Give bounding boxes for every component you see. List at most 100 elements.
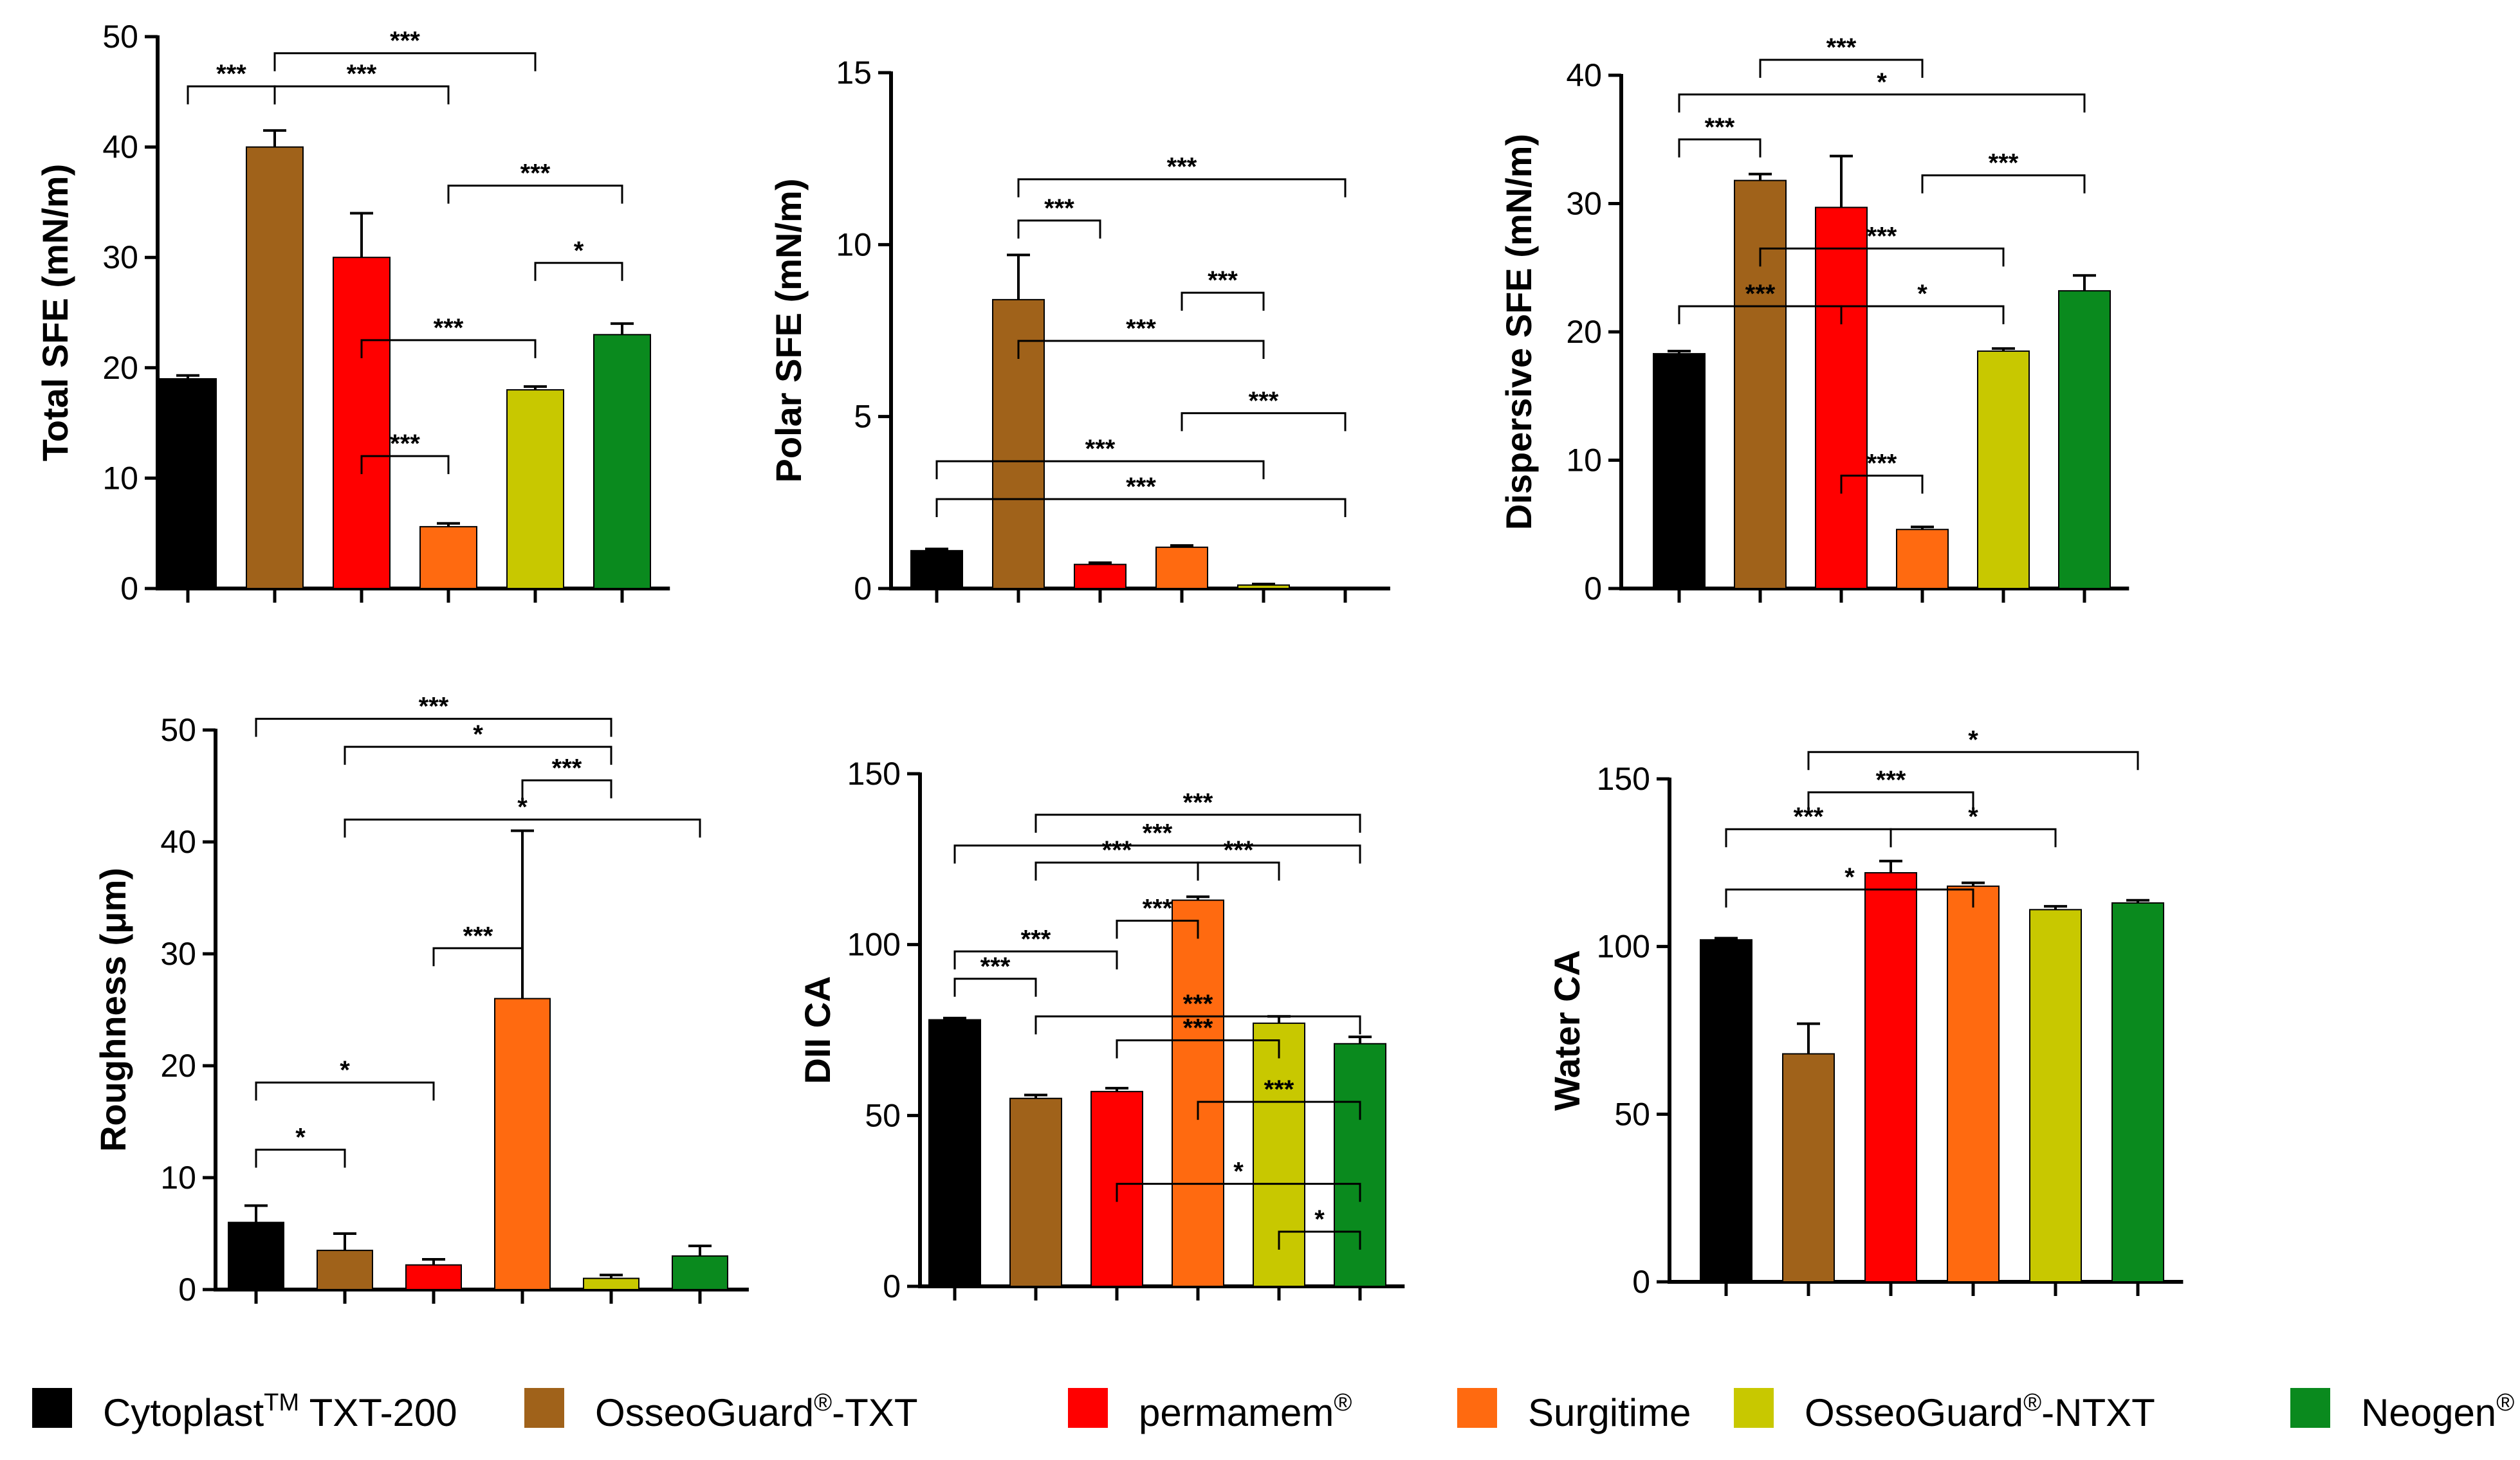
y-tick-label: 0: [178, 1272, 196, 1308]
significance-label: ***: [347, 60, 377, 88]
bar: [928, 1019, 981, 1288]
significance-bracket: [1017, 219, 1101, 239]
significance-bracket: [273, 85, 450, 105]
bar: [1734, 179, 1787, 589]
bar: [419, 525, 477, 589]
significance-label: ***: [1143, 894, 1173, 922]
significance-label: *: [1917, 280, 1927, 308]
significance-bracket: [1807, 791, 1974, 810]
significance-bracket: [432, 947, 524, 967]
y-tick-label: 0: [854, 570, 872, 607]
significance-bracket: [953, 844, 1361, 864]
significance-label: ***: [1705, 113, 1735, 141]
legend-label: Surgitime: [1528, 1391, 1691, 1434]
significance-bracket: [1678, 93, 2086, 113]
significance-label: ***: [1143, 819, 1173, 848]
significance-bracket: [255, 1081, 435, 1101]
y-axis-title: Water CA: [1547, 950, 1587, 1111]
bar: [246, 146, 304, 590]
bar: [317, 1250, 373, 1290]
significance-label: ***: [1102, 836, 1132, 864]
significance-label: ***: [216, 60, 246, 88]
significance-bracket: [1197, 1100, 1361, 1120]
significance-bracket: [344, 745, 612, 765]
significance-bracket: [953, 950, 1118, 970]
bar: [1237, 584, 1290, 589]
legend-label: Neogen®: [2361, 1389, 2514, 1434]
significance-bracket: [953, 978, 1037, 997]
significance-label: *: [1968, 803, 1978, 831]
bar: [2058, 290, 2111, 589]
legend-swatch: [1457, 1388, 1497, 1428]
significance-label: ***: [1826, 33, 1857, 62]
y-tick-label: 20: [160, 1048, 196, 1084]
significance-label: ***: [980, 953, 1011, 981]
bar: [1334, 1043, 1386, 1287]
significance-label: ***: [552, 754, 582, 782]
legend-swatch: [2290, 1388, 2330, 1428]
significance-bracket: [935, 498, 1347, 517]
significance-label: ***: [1183, 1014, 1213, 1042]
y-tick-label: 30: [1566, 186, 1602, 222]
significance-label: *: [517, 793, 528, 821]
significance-label: ***: [1745, 280, 1776, 308]
bar: [910, 550, 963, 589]
significance-label: ***: [1021, 925, 1051, 953]
significance-label: ***: [1249, 387, 1279, 415]
bar: [2111, 902, 2164, 1282]
y-tick-label: 0: [120, 570, 138, 607]
significance-bracket: [255, 718, 612, 737]
y-tick-label: 20: [102, 350, 138, 386]
significance-bracket: [187, 85, 276, 105]
y-tick-label: 20: [1566, 314, 1602, 350]
bar: [1009, 1097, 1062, 1288]
bar: [159, 378, 217, 590]
significance-label: ***: [1264, 1075, 1294, 1104]
significance-label: ***: [1183, 990, 1213, 1018]
legend-swatch: [32, 1388, 72, 1428]
bar: [593, 334, 651, 589]
y-tick-label: 0: [883, 1268, 901, 1304]
significance-label: ***: [1126, 473, 1156, 501]
significance-bracket: [1725, 828, 1892, 848]
significance-bracket: [1197, 861, 1280, 881]
significance-bracket: [1921, 174, 2086, 194]
significance-bracket: [1116, 1039, 1280, 1059]
significance-bracket: [1890, 828, 2057, 848]
legend-label: OsseoGuard®-NTXT: [1805, 1389, 2155, 1434]
significance-bracket: [1181, 291, 1265, 311]
significance-label: ***: [1167, 153, 1197, 181]
legend-label: OsseoGuard®-TXT: [595, 1389, 917, 1434]
significance-label: *: [574, 237, 584, 265]
bar: [1864, 871, 1917, 1283]
y-tick-label: 10: [836, 226, 872, 262]
legend-label: permamem®: [1139, 1389, 1352, 1434]
y-tick-label: 30: [160, 936, 196, 972]
significance-bracket: [1035, 1015, 1361, 1035]
significance-label: *: [1877, 68, 1887, 96]
panel-polar-sfe: 0 5 10 15 Polar SFE (mN/m) *** *** *** *** *** ***…: [768, 55, 1390, 607]
y-tick-label: 150: [847, 756, 901, 792]
significance-label: ***: [1876, 766, 1906, 794]
significance-label: *: [295, 1124, 306, 1152]
legend-swatch: [1068, 1388, 1108, 1428]
significance-bracket: [534, 262, 623, 281]
significance-label: ***: [1208, 266, 1238, 295]
significance-label: *: [1233, 1158, 1244, 1186]
y-tick-label: 50: [102, 19, 138, 55]
y-tick-label: 10: [160, 1160, 196, 1196]
significance-bracket: [1017, 340, 1265, 360]
y-tick-label: 50: [1614, 1096, 1650, 1132]
significance-bracket: [360, 455, 450, 475]
significance-bracket: [1278, 1230, 1361, 1250]
y-tick-label: 30: [102, 239, 138, 275]
significance-bracket: [1035, 861, 1199, 881]
y-tick-label: 100: [847, 927, 901, 963]
significance-label: ***: [390, 27, 420, 55]
y-tick-label: 50: [160, 712, 196, 748]
significance-bracket: [1840, 305, 2005, 325]
bar: [1947, 885, 2000, 1282]
